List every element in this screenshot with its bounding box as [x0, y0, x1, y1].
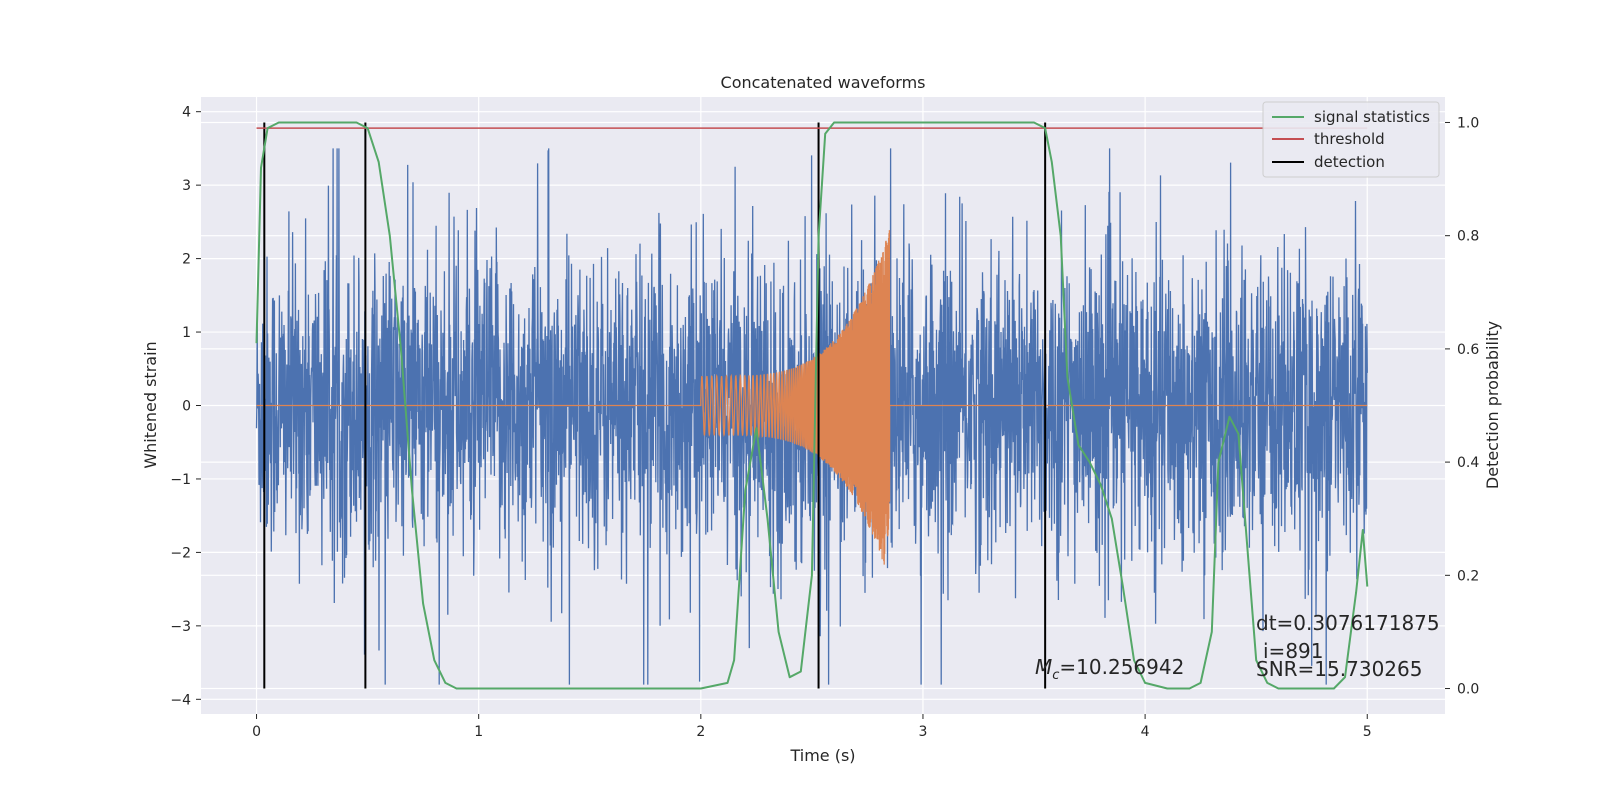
y-tick-label: −2: [170, 545, 191, 561]
y-tick-label: 0: [182, 399, 191, 415]
injection-trace: [256, 230, 1368, 565]
x-tick-label: 4: [1141, 724, 1150, 740]
detection-lines: [263, 122, 1047, 689]
y-tick-label: 1: [182, 325, 191, 341]
chirp-mass-annotation: Mc=10.256942: [1035, 655, 1184, 683]
injected-waveform-series: [256, 230, 1368, 565]
legend-label-detection: detection: [1314, 153, 1385, 171]
y-right-tick-label: 1.0: [1457, 115, 1479, 131]
y-right-tick-label: 0.2: [1457, 568, 1479, 584]
legend-label-signal-statistics: signal statistics: [1314, 108, 1430, 126]
legend-box: [1262, 101, 1440, 178]
chart-title: Concatenated waveforms: [721, 73, 926, 92]
chirp-mass-value: =10.256942: [1059, 655, 1184, 679]
y-tick-label: 3: [182, 178, 191, 194]
chirp-mass-subscript: c: [1052, 668, 1059, 683]
y-right-tick-label: 0.8: [1457, 229, 1479, 245]
legend-label-threshold: threshold: [1314, 130, 1385, 148]
dt-annotation: dt=0.3076171875: [1256, 611, 1440, 635]
signal-statistics-line: [255, 121, 1369, 690]
axis-ticks: 0 1 2 3 4 5 −4 −3 −2 −1 0 1 2 3 4 0.0 0.2 0.4 0.6 0.8 1.0: [170, 105, 1479, 740]
y-axis-right-label: Detection probability: [1483, 321, 1502, 489]
legend: signal statistics threshold detection: [1262, 101, 1440, 178]
y-tick-label: −1: [170, 472, 191, 488]
signal-statistics-path: [255, 121, 1369, 690]
chirp-mass-symbol: M: [1035, 655, 1052, 679]
index-annotation: i=891: [1263, 639, 1324, 663]
x-tick-label: 5: [1363, 724, 1372, 740]
y-tick-label: 4: [182, 105, 191, 121]
x-tick-label: 2: [696, 724, 705, 740]
x-tick-label: 1: [474, 724, 483, 740]
y-right-tick-label: 0.4: [1457, 455, 1479, 471]
x-tick-label: 0: [252, 724, 261, 740]
snr-annotation: SNR=15.730265: [1256, 657, 1422, 681]
x-tick-label: 3: [919, 724, 928, 740]
x-axis-label: Time (s): [789, 746, 855, 765]
y-axis-label: Whitened strain: [141, 341, 160, 468]
y-tick-label: −3: [170, 619, 191, 635]
y-right-tick-label: 0.6: [1457, 342, 1479, 358]
y-tick-label: −4: [170, 692, 191, 708]
y-right-tick-label: 0.0: [1457, 682, 1479, 698]
y-tick-label: 2: [182, 252, 191, 268]
